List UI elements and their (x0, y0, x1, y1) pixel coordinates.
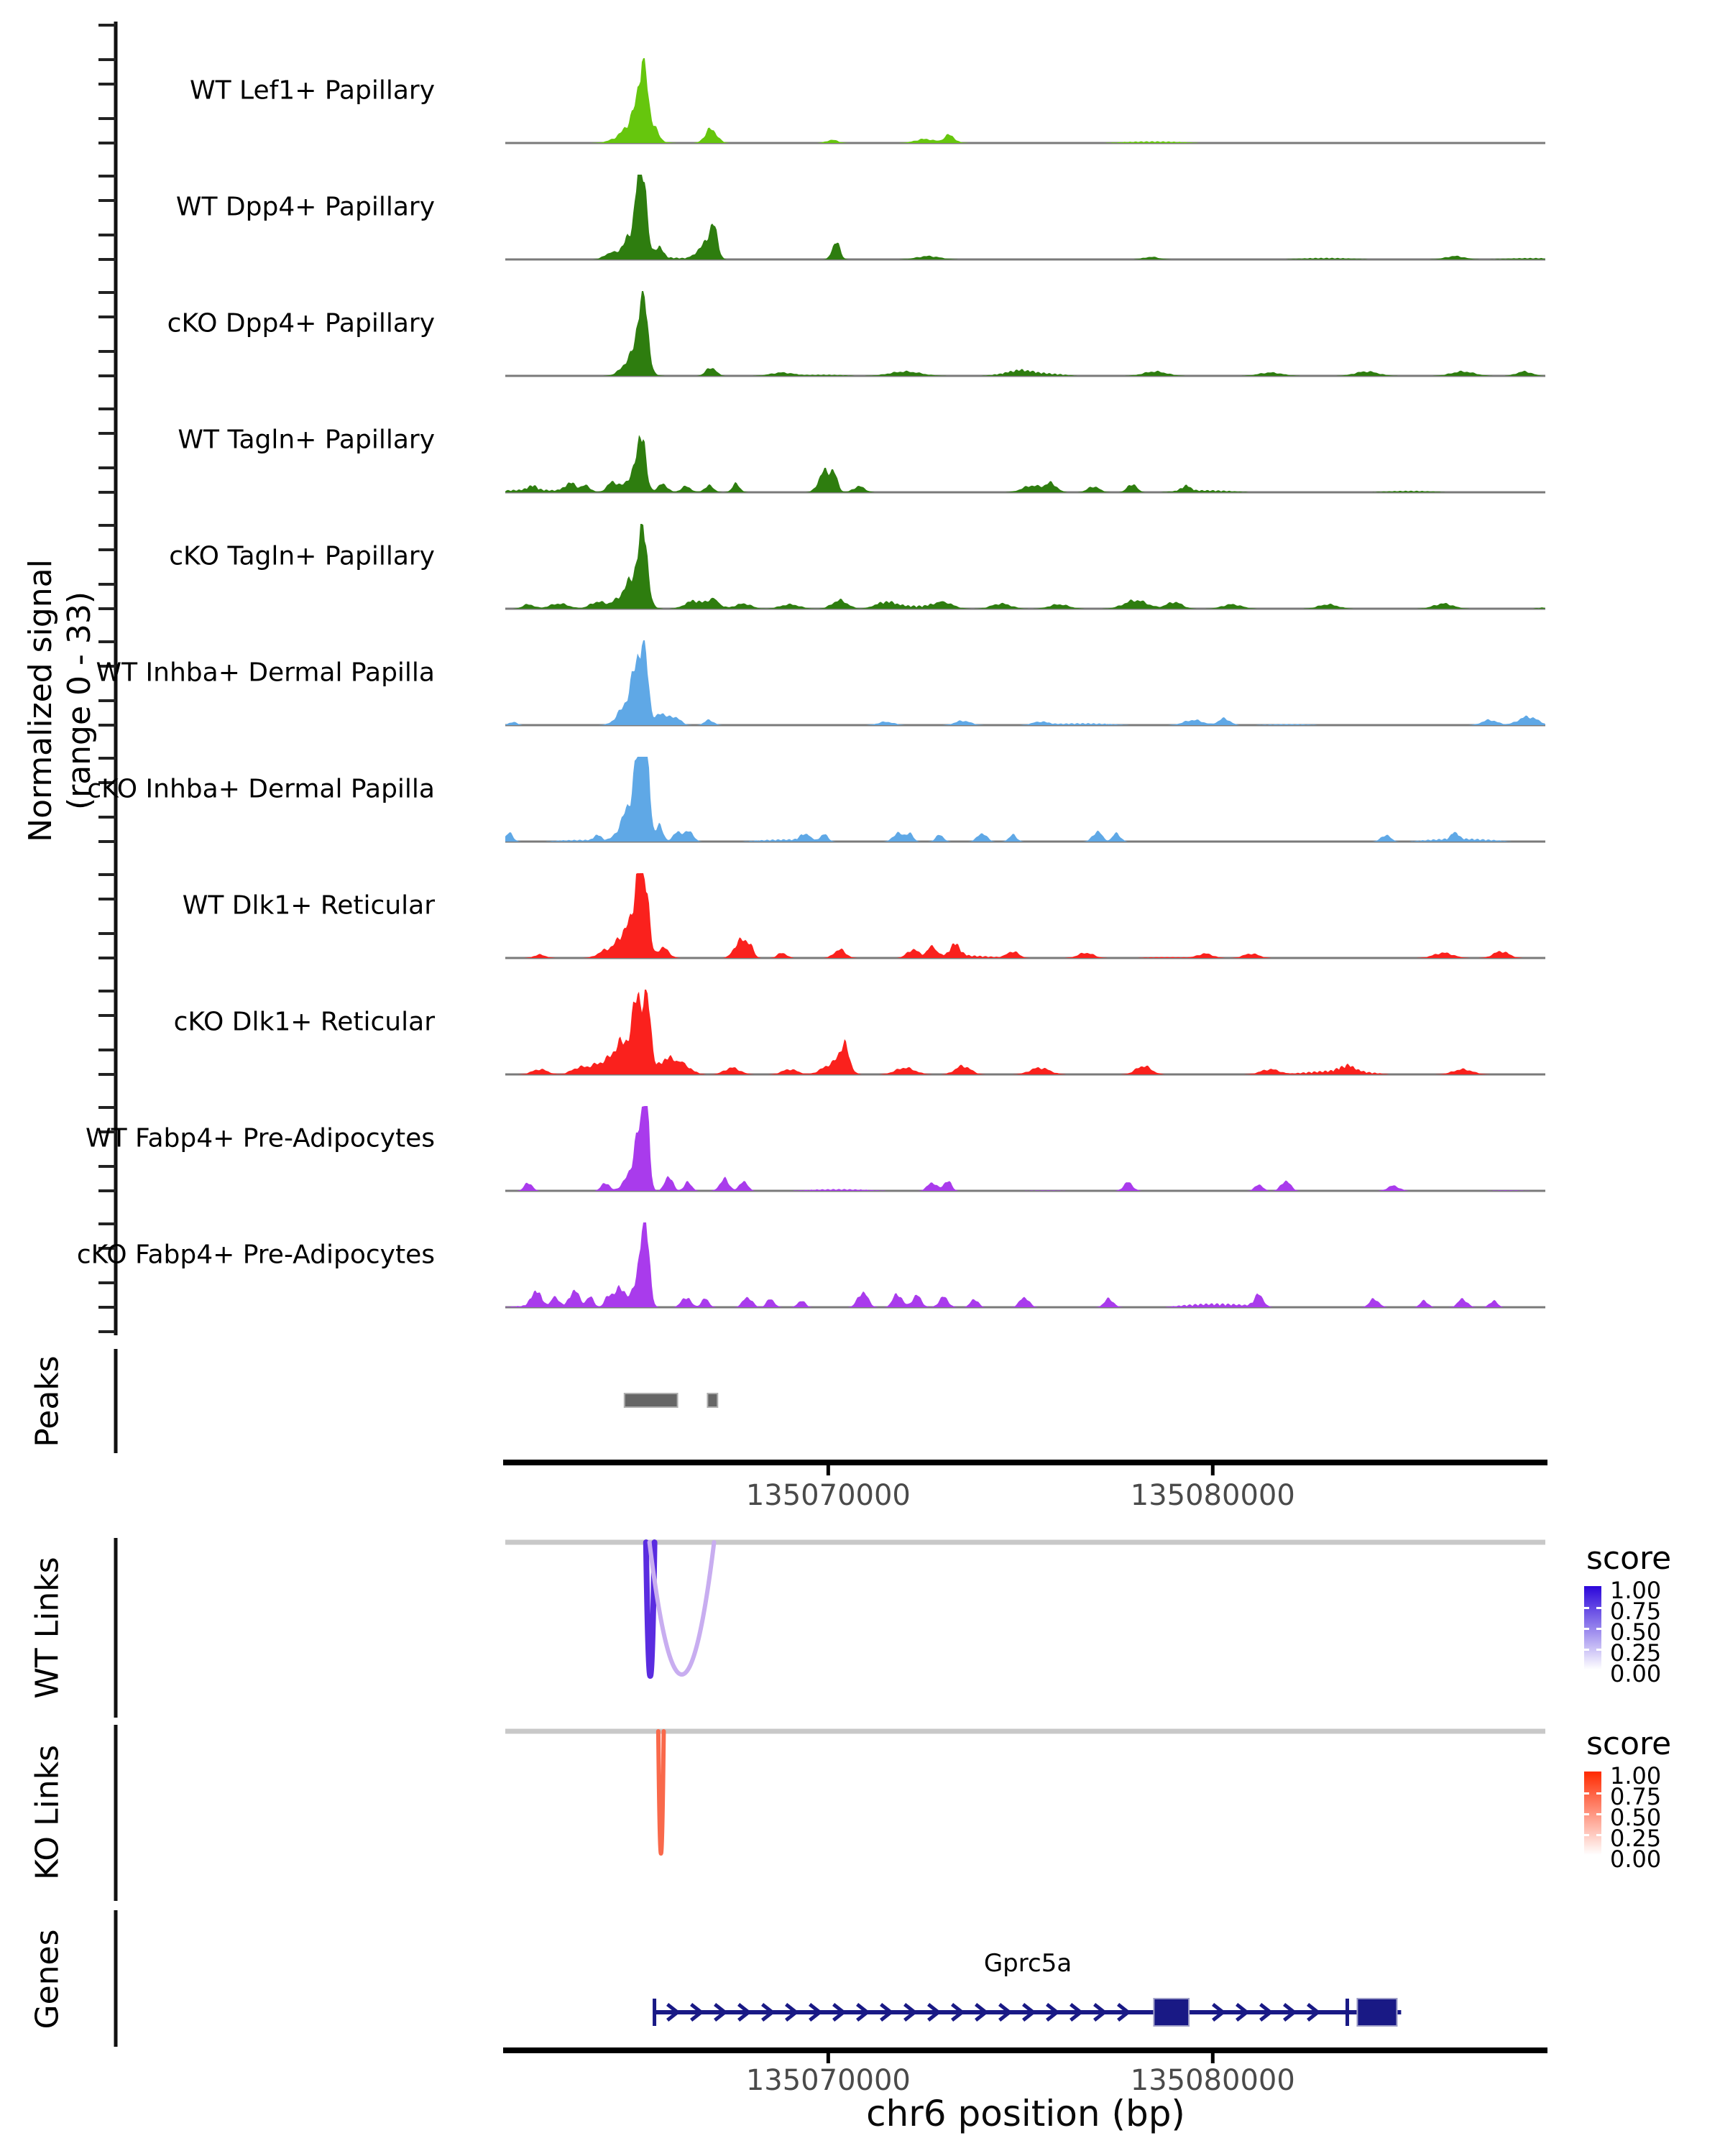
gene-strand-arrow (1212, 2003, 1226, 2022)
track-label-0: WT Lef1+ Papillary (190, 75, 435, 106)
ko-legend-dash (1584, 1834, 1589, 1836)
wt-legend-dash (1596, 1607, 1601, 1609)
track-label-3: WT Tagln+ Papillary (178, 425, 435, 455)
ko-legend-title: score (1586, 1726, 1672, 1762)
x-axis-title: chr6 position (bp) (866, 2093, 1185, 2134)
wt-legend-title: score (1586, 1540, 1672, 1577)
wt-legend-dash (1584, 1607, 1589, 1609)
track-label-9: WT Fabp4+ Pre-Adipocytes (86, 1123, 435, 1153)
coverage-track-3 (505, 435, 1545, 492)
gene-strand-arrow (880, 2003, 894, 2022)
gene-strand-arrow (785, 2003, 799, 2022)
wt-legend-dash (1584, 1649, 1589, 1651)
ko-legend-tick: 0.50 (1610, 1804, 1662, 1831)
gene-exon-1 (1356, 1998, 1398, 2027)
coverage-track-1 (505, 175, 1545, 259)
coverage-track-0 (505, 58, 1545, 143)
gene-strand-arrow (1236, 2003, 1250, 2022)
gene-strand-arrow (1259, 2003, 1274, 2022)
ko-legend-tick: 1.00 (1610, 1762, 1662, 1789)
track-label-2: cKO Dpp4+ Papillary (167, 308, 435, 338)
coverage-track-8 (505, 990, 1545, 1074)
gene-strand-arrow (1117, 2003, 1131, 2022)
wt-legend-tick: 1.00 (1610, 1577, 1662, 1604)
ko-legend-tick: 0.00 (1610, 1846, 1662, 1873)
coverage-track-6 (505, 757, 1545, 842)
gene-strand-arrow (666, 2003, 681, 2022)
gene-strand-arrow (1022, 2003, 1036, 2022)
gene-strand-arrow (832, 2003, 847, 2022)
ko-legend-dash (1596, 1792, 1601, 1795)
wt-links-link-1 (647, 1540, 717, 1677)
ko-legend-dash (1596, 1834, 1601, 1836)
track-label-1: WT Dpp4+ Papillary (175, 192, 435, 222)
x-tick-label-135070000-bottom: 135070000 (745, 2064, 911, 2097)
wt-legend-colorbar (1584, 1586, 1601, 1669)
gene-strand-arrow (1046, 2003, 1060, 2022)
wt-legend-tick: 0.50 (1610, 1618, 1662, 1646)
coverage-track-4 (505, 524, 1545, 609)
gene-strand-arrow (690, 2003, 704, 2022)
gene-exon-0 (1153, 1998, 1190, 2027)
coverage-track-7 (505, 873, 1545, 958)
wt-legend-tick: 0.25 (1610, 1639, 1662, 1667)
wt-legend-tick: 0.00 (1610, 1660, 1662, 1687)
ko-legend-dash (1584, 1792, 1589, 1795)
gene-strand-arrow (809, 2003, 823, 2022)
gene-strand-arrow (998, 2003, 1013, 2022)
track-label-7: WT Dlk1+ Reticular (182, 890, 435, 921)
genes-section-label: Genes (29, 1929, 66, 2030)
ko-legend-tick: 0.75 (1610, 1783, 1662, 1810)
wt-legend-dash (1596, 1628, 1601, 1630)
wt-legend-tick: 0.75 (1610, 1598, 1662, 1625)
gene-strand-arrow (951, 2003, 965, 2022)
ko-legend-colorbar (1584, 1772, 1601, 1855)
ko-legend-dash (1596, 1813, 1601, 1815)
x-tick-label-135080000-mid: 135080000 (1130, 1479, 1295, 1512)
peak-interval-0 (623, 1393, 678, 1408)
gene-label-Gprc5a: Gprc5a (983, 1949, 1072, 1978)
gene-strand-arrow (1093, 2003, 1108, 2022)
ko-legend-tick: 0.25 (1610, 1825, 1662, 1852)
gene-strand-arrow (737, 2003, 752, 2022)
wt-links-section-label: WT Links (29, 1557, 66, 1699)
gene-strand-arrow (714, 2003, 728, 2022)
track-label-5: WT Inhba+ Dermal Papilla (96, 658, 435, 688)
coverage-track-2 (505, 291, 1545, 376)
x-tick-label-135070000-mid: 135070000 (745, 1479, 911, 1512)
ko-legend-tick-labels: 1.00 0.75 0.50 0.25 0.00 (1610, 1762, 1662, 1873)
gene-strand-arrow (1307, 2003, 1321, 2022)
peaks-section-label: Peaks (29, 1355, 66, 1447)
track-label-4: cKO Tagln+ Papillary (169, 541, 435, 571)
wt-legend-dash (1596, 1649, 1601, 1651)
y-axis-label-line1: Normalized signal (22, 559, 59, 842)
gene-strand-arrow (927, 2003, 942, 2022)
gene-strand-arrow (975, 2003, 989, 2022)
gene-strand-arrow (1283, 2003, 1297, 2022)
wt-legend-tick-labels: 1.00 0.75 0.50 0.25 0.00 (1610, 1577, 1662, 1687)
coverage-track-9 (505, 1106, 1545, 1191)
gene-strand-arrow (856, 2003, 870, 2022)
peak-interval-1 (707, 1393, 719, 1408)
track-label-10: cKO Fabp4+ Pre-Adipocytes (76, 1240, 435, 1270)
ko-links-link-0 (656, 1729, 666, 1856)
track-label-6: cKO Inhba+ Dermal Papilla (87, 774, 435, 804)
wt-links-link-0 (643, 1539, 658, 1679)
ko-legend-dash (1584, 1813, 1589, 1815)
wt-legend-dash (1584, 1628, 1589, 1630)
coverage-track-10 (505, 1222, 1545, 1307)
gene-strand-arrow (761, 2003, 776, 2022)
gene-strand-arrow (903, 2003, 918, 2022)
coverage-track-5 (505, 640, 1545, 725)
gene-strand-arrow (1070, 2003, 1084, 2022)
track-label-8: cKO Dlk1+ Reticular (173, 1007, 435, 1037)
x-tick-label-135080000-bottom: 135080000 (1130, 2064, 1295, 2097)
ko-links-section-label: KO Links (29, 1744, 66, 1881)
